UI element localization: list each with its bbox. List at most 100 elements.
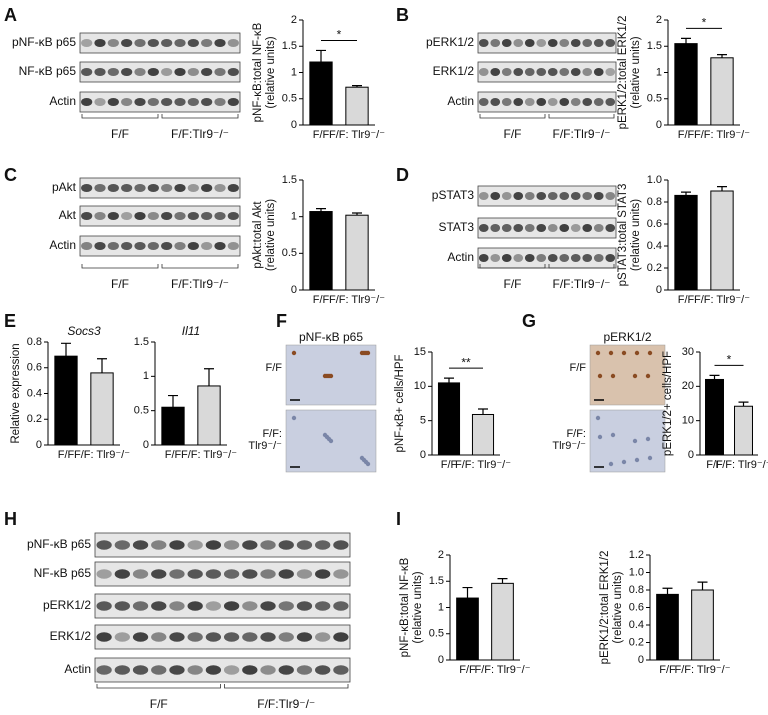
x-tick-label: F/F: Tlr9⁻/⁻ — [693, 294, 751, 306]
blot-band — [161, 68, 173, 76]
blot-band — [501, 68, 512, 76]
y-tick-label: 1.0 — [629, 566, 644, 578]
blot-band — [513, 68, 524, 76]
blot-band — [524, 224, 535, 232]
blot-band — [94, 68, 106, 76]
group-bracket — [479, 114, 546, 119]
chart-title: Il11 — [182, 324, 200, 338]
y-tick-label: 0 — [438, 654, 444, 666]
blot-band — [582, 254, 593, 262]
blot-band — [605, 224, 616, 232]
bar — [710, 57, 734, 126]
blot-band — [169, 632, 185, 642]
blot-band — [132, 665, 149, 675]
stain-dot — [632, 438, 638, 444]
bar — [54, 355, 78, 446]
blot-band — [205, 601, 222, 611]
blot-strip — [79, 91, 241, 113]
blot-band — [570, 254, 581, 262]
blot-band — [478, 192, 489, 200]
y-tick-label: 0 — [143, 439, 149, 451]
stain-dot — [359, 455, 365, 461]
blot-band — [260, 601, 276, 611]
blot-band — [134, 242, 146, 250]
blot-band — [559, 39, 570, 47]
blot-band — [227, 68, 239, 76]
blot-band — [593, 254, 604, 262]
blot-band — [524, 254, 535, 262]
x-tick-label: F/F: Tlr9⁻/⁻ — [693, 129, 751, 141]
y-tick-label: 5 — [420, 415, 426, 427]
x-tick-label: F/F: Tlr9⁻/⁻ — [73, 449, 131, 461]
blot-band — [333, 569, 349, 579]
x-tick-label: F/F: Tlr9⁻/⁻ — [328, 129, 386, 141]
blot-band — [169, 569, 185, 579]
blot-band — [96, 540, 112, 550]
bar — [161, 406, 185, 446]
bar — [710, 190, 734, 291]
blot-band — [227, 184, 239, 192]
blot-strip — [477, 185, 617, 207]
error-bar — [444, 377, 454, 383]
y-tick-label: 10 — [414, 380, 426, 392]
blot-band — [81, 242, 93, 250]
blot-row-label: Actin — [447, 250, 474, 264]
y-tick-label: 2 — [438, 549, 444, 561]
blot-band — [278, 569, 294, 579]
y-tick-label: 0 — [291, 119, 297, 131]
blot-band — [169, 665, 185, 675]
y-tick-label: 1 — [291, 211, 297, 223]
x-tick-label-box: F/F — [313, 129, 330, 141]
x-tick-label: F/F: Tlr9⁻/⁻ — [180, 449, 238, 461]
stain-dot — [359, 350, 365, 356]
y-tick-label: 1.5 — [134, 336, 149, 348]
panel-letter: B — [396, 5, 409, 25]
blot-band — [96, 569, 112, 579]
blot-row-label: Actin — [49, 238, 76, 252]
blot-band — [227, 98, 239, 106]
blot-band — [151, 601, 167, 611]
y-tick-label: 1.5 — [429, 575, 444, 587]
x-tick-label-box: F/F: Tlr9⁻/⁻ — [474, 664, 530, 676]
error-bar — [717, 54, 727, 58]
micrograph-row-label-box: F/F — [569, 362, 587, 374]
blot-band — [132, 632, 149, 642]
group-bracket — [479, 264, 546, 269]
blot-row-label: Actin — [447, 94, 474, 108]
micrograph-row-label: F/F — [265, 362, 283, 374]
y-axis-label: (relative units) — [412, 571, 424, 643]
y-tick-label: 0 — [291, 284, 297, 296]
y-tick-label: 0 — [688, 449, 694, 461]
blot-band — [147, 68, 159, 76]
blot-band — [490, 224, 501, 232]
blot-band — [161, 39, 173, 47]
blot-band — [147, 212, 159, 220]
blot-band — [107, 184, 119, 192]
micrograph-row-label: F/F — [569, 362, 587, 374]
x-tick-label: F/F — [164, 449, 182, 461]
blot-band — [114, 665, 130, 675]
y-tick-label: 0 — [656, 119, 662, 131]
blot-strip — [477, 61, 617, 83]
blot-row-label: ERK1/2 — [433, 64, 475, 78]
blot-band — [333, 601, 349, 611]
panel-letter: H — [4, 509, 17, 529]
y-tick-label: 0 — [36, 439, 42, 451]
error-bar — [168, 394, 178, 408]
group-bracket — [548, 114, 615, 119]
blot-band — [114, 540, 130, 550]
panel-letter: G — [522, 311, 536, 331]
blot-band — [134, 68, 146, 76]
blot-band — [490, 98, 501, 106]
x-tick-label-box: F/F: Tlr9⁻/⁻ — [455, 459, 511, 471]
error-bar — [697, 581, 708, 590]
blot-band — [94, 242, 106, 250]
y-tick-label: 0.8 — [647, 196, 662, 208]
bar — [471, 413, 495, 456]
blot-band — [187, 540, 203, 550]
blot-band — [278, 601, 294, 611]
blot-row-label: pERK1/2 — [43, 598, 91, 612]
blot-band — [174, 212, 186, 220]
x-tick-label-box: F/F — [313, 294, 330, 306]
x-tick-label-box: F/F — [678, 294, 695, 306]
